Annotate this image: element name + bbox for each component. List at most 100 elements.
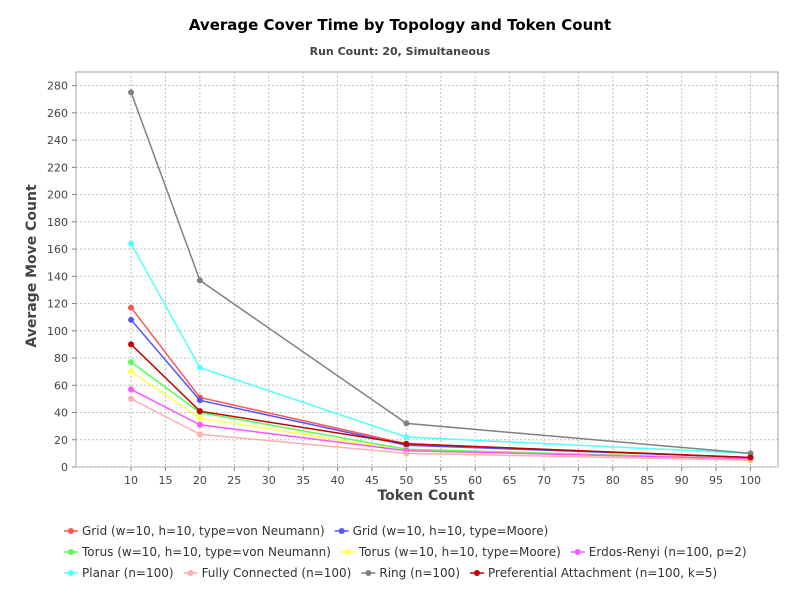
axes: 0 20 40 60 80 100 120 140 160 180 200 220 240 260 280 1… [47, 80, 761, 487]
x-tick-label: 60 [468, 474, 482, 487]
legend-label: Torus (w=10, h=10, type=von Neumann) [81, 545, 331, 559]
data-point [196, 414, 203, 421]
x-tick-label: 10 [124, 474, 138, 487]
data-point [403, 420, 410, 427]
y-tick-label: 0 [61, 461, 68, 474]
x-tick-label: 50 [399, 474, 413, 487]
data-point [128, 89, 135, 96]
legend-item: Grid (w=10, h=10, type=von Neumann) [64, 524, 325, 538]
y-tick-label: 220 [47, 161, 68, 174]
x-tick-label: 35 [296, 474, 310, 487]
chart-subtitle: Run Count: 20, Simultaneous [310, 45, 491, 58]
x-tick-label: 15 [158, 474, 172, 487]
legend-item: Ring (n=100) [361, 566, 460, 580]
data-point [128, 240, 135, 247]
data-point [747, 454, 754, 461]
legend-label: Torus (w=10, h=10, type=Moore) [358, 545, 561, 559]
y-tick-label: 180 [47, 216, 68, 229]
legend-label: Ring (n=100) [379, 566, 460, 580]
legend-label: Preferential Attachment (n=100, k=5) [488, 566, 717, 580]
legend-swatch-dot [68, 549, 74, 555]
legend-label: Planar (n=100) [82, 566, 174, 580]
x-tick-label: 20 [193, 474, 207, 487]
x-tick-label: 70 [537, 474, 551, 487]
data-point [196, 364, 203, 371]
y-tick-label: 160 [47, 243, 68, 256]
data-point [196, 408, 203, 415]
y-tick-label: 60 [54, 379, 68, 392]
data-point [196, 277, 203, 284]
y-tick-label: 80 [54, 352, 68, 365]
legend-swatch-dot [187, 570, 194, 576]
legend-item: Torus (w=10, h=10, type=Moore) [340, 545, 561, 559]
legend-swatch-dot [574, 549, 581, 555]
data-point [196, 431, 203, 438]
x-tick-label: 95 [709, 474, 723, 487]
data-point [128, 341, 135, 348]
x-tick-label: 85 [640, 474, 654, 487]
data-point [196, 421, 203, 428]
legend-item: Fully Connected (n=100) [183, 566, 352, 580]
x-tick-label: 75 [571, 474, 585, 487]
legend-swatch-dot [474, 570, 480, 576]
data-point [128, 304, 135, 311]
legend-swatch-dot [365, 570, 372, 576]
x-tick-label: 40 [331, 474, 345, 487]
series [128, 89, 754, 457]
legend-label: Erdos-Renyi (n=100, p=2) [589, 545, 747, 559]
data-point [128, 368, 135, 375]
y-tick-label: 20 [54, 434, 68, 447]
series [128, 341, 754, 461]
y-tick-label: 120 [47, 298, 68, 311]
data-point [403, 450, 410, 457]
y-tick-label: 240 [47, 134, 68, 147]
legend-swatch-dot [68, 528, 74, 534]
x-tick-label: 45 [365, 474, 379, 487]
y-tick-label: 260 [47, 107, 68, 120]
legend-label: Grid (w=10, h=10, type=von Neumann) [82, 524, 325, 538]
data-point [128, 359, 135, 366]
y-tick-label: 280 [47, 80, 68, 93]
legend-swatch-dot [344, 549, 351, 555]
legend-swatch-dot [338, 528, 345, 534]
chart-title: Average Cover Time by Topology and Token… [189, 16, 611, 34]
legend-label: Grid (w=10, h=10, type=Moore) [353, 524, 549, 538]
x-tick-label: 80 [606, 474, 620, 487]
y-tick-label: 40 [54, 407, 68, 420]
legend-item: Preferential Attachment (n=100, k=5) [470, 566, 717, 580]
x-tick-label: 55 [434, 474, 448, 487]
legend-item: Torus (w=10, h=10, type=von Neumann) [64, 545, 331, 559]
x-tick-label: 90 [675, 474, 689, 487]
x-tick-label: 100 [740, 474, 761, 487]
data-point [128, 395, 135, 402]
y-tick-label: 140 [47, 270, 68, 283]
x-axis-label: Token Count [377, 488, 474, 504]
y-axis-label: Average Move Count [24, 184, 40, 348]
legend-item: Planar (n=100) [64, 566, 174, 580]
series-lines [128, 89, 754, 464]
series-line [130, 243, 751, 455]
series-line [130, 398, 751, 461]
x-tick-label: 30 [262, 474, 276, 487]
legend-item: Grid (w=10, h=10, type=Moore) [334, 524, 549, 538]
plot-area [75, 71, 779, 468]
x-tick-label: 65 [503, 474, 517, 487]
data-point [128, 386, 135, 393]
legend-swatch-dot [68, 570, 74, 576]
y-tick-label: 200 [47, 189, 68, 202]
legend-label: Fully Connected (n=100) [202, 566, 352, 580]
data-point [403, 434, 410, 441]
data-point [403, 440, 410, 447]
data-point [128, 316, 135, 323]
series-line [130, 92, 751, 455]
y-tick-label: 100 [47, 325, 68, 338]
series-line [130, 388, 751, 460]
legend-item: Erdos-Renyi (n=100, p=2) [570, 545, 747, 559]
grid-lines [76, 72, 778, 468]
data-point [196, 397, 203, 404]
series-line [130, 343, 751, 459]
x-tick-label: 25 [227, 474, 241, 487]
legend: Grid (w=10, h=10, type=von Neumann) Grid … [64, 524, 747, 580]
